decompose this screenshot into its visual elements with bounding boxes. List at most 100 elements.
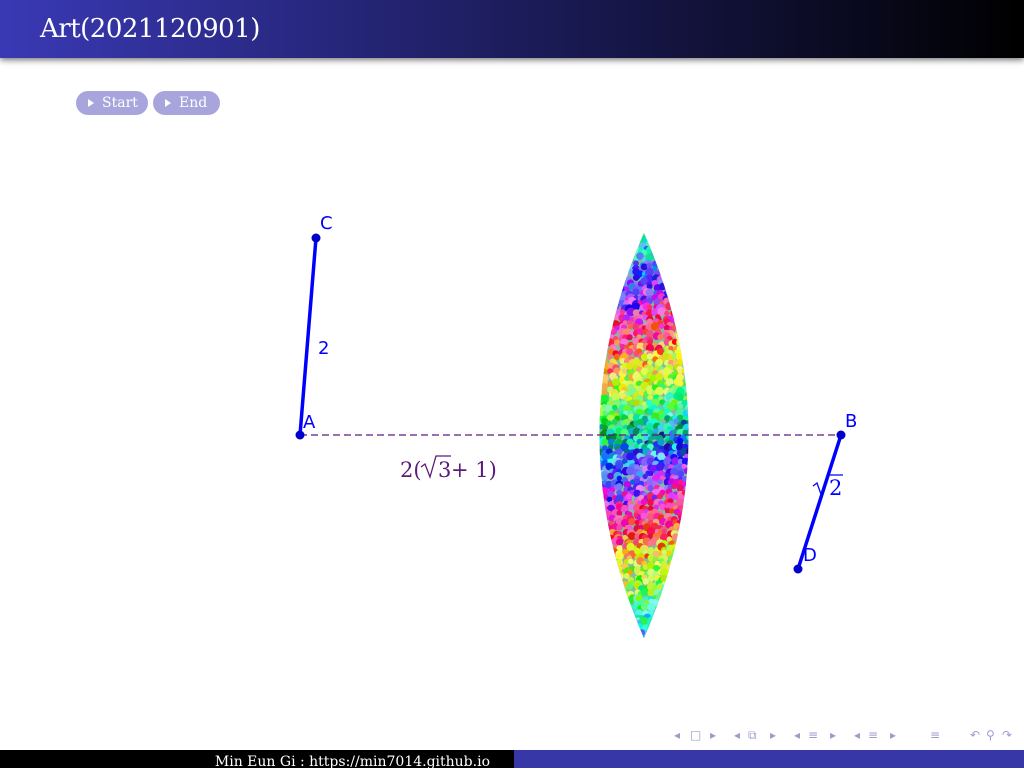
lens-dot [601,292,608,300]
lens-dot [567,305,575,313]
nav-right-arrow-icon[interactable]: ▸ [710,728,717,742]
nav-section-icon[interactable]: ≡ [808,728,819,742]
nav-forward-icon[interactable]: ↷ [1002,728,1013,742]
lens-dot [586,309,594,317]
lens-dot [716,618,724,626]
lens-dot [657,307,667,317]
start-button[interactable]: Start [76,91,148,115]
lens-dot [714,615,721,622]
lens-dot [651,627,660,636]
lens-dot [686,614,689,622]
lens-dot [666,245,672,252]
lens-dot [578,289,587,298]
lens-dot [556,483,565,492]
lens-dot [609,572,616,580]
lens-dot [700,551,706,557]
nav-frame-icon[interactable]: □ [690,728,702,742]
lens-dot [583,229,589,235]
nav-toc-icon[interactable]: ≡ [930,728,941,742]
lens-dot [718,539,726,547]
lens-dot [586,420,595,429]
lens-dot [599,510,604,517]
point-d[interactable] [793,564,803,574]
lens-dot [556,379,564,387]
nav-right-arrow-icon[interactable]: ▸ [890,728,897,742]
lens-dot [599,524,605,532]
search-icon[interactable]: ⚲ [986,728,995,742]
lens-dot [552,465,559,472]
lens-dot [592,510,599,517]
lens-dot [701,460,707,466]
lens-dot [556,393,564,401]
lens-dot [570,266,577,273]
nav-section-icon[interactable]: ≡ [868,728,879,742]
lens-dot [592,496,598,502]
lens-dot [583,569,590,576]
lens-dot [562,523,569,530]
lens-dot [588,595,595,602]
lens-dot [682,347,689,356]
lens-dot [688,589,689,596]
lens-dot [563,281,569,287]
lens-dot [599,629,606,637]
lens-dot [599,314,604,323]
lens-dot [591,358,598,365]
lens-dot [621,504,629,513]
nav-right-arrow-icon[interactable]: ▸ [770,728,777,742]
lens-dot [671,483,677,490]
lens-dot [563,261,570,268]
lens-dot [673,554,682,564]
lens-dot [665,302,674,311]
point-c[interactable] [311,233,321,243]
lens-dot [561,499,568,506]
lens-dot [689,390,697,398]
lens-dot [694,548,700,554]
lens-dot [556,240,562,246]
lens-dot [636,633,645,638]
nav-left-arrow-icon[interactable]: ◂ [854,728,861,742]
lens-dot [608,306,614,312]
lens-dot [729,235,737,243]
lens-dot [572,294,577,299]
lens-dot [578,458,585,465]
lens-dot [660,630,669,638]
lens-dot [701,488,708,495]
lens-dot [621,587,627,593]
lens-dot [636,348,643,355]
lens-dot [694,636,702,644]
nav-subsection-icon[interactable]: ⧉ [748,728,757,742]
lens-dot [592,282,598,288]
lens-dot [613,249,620,255]
lens-dot [570,234,575,239]
nav-left-arrow-icon[interactable]: ◂ [734,728,741,742]
nav-right-arrow-icon[interactable]: ▸ [830,728,837,742]
lens-dot [572,291,578,297]
lens-dot [572,329,578,335]
lens-dot [640,353,649,361]
lens-dot [636,328,645,336]
lens-dot [694,316,700,322]
point-b[interactable] [836,430,846,440]
lens-dot [619,253,625,259]
lens-dot [568,291,576,299]
nav-left-arrow-icon[interactable]: ◂ [674,728,681,742]
lens-dot [712,314,720,322]
nav-left-arrow-icon[interactable]: ◂ [794,728,801,742]
lens-dot [622,314,631,323]
nav-back-icon[interactable]: ↶ [970,728,981,742]
lens-dot [693,414,701,422]
lens-dot [616,524,623,531]
lens-dot [690,362,696,368]
lens-dot [727,536,734,543]
lens-dot [728,283,736,291]
lens-dot [563,365,571,373]
lens-dot [709,295,715,301]
point-a[interactable] [295,430,305,440]
lens-dot [714,296,720,302]
lens-dot [662,274,672,283]
end-button[interactable]: End [153,91,220,115]
lens-dot [552,444,558,450]
lens-dot [725,257,731,263]
lens-dot [722,315,727,320]
lens-dot [722,551,728,557]
